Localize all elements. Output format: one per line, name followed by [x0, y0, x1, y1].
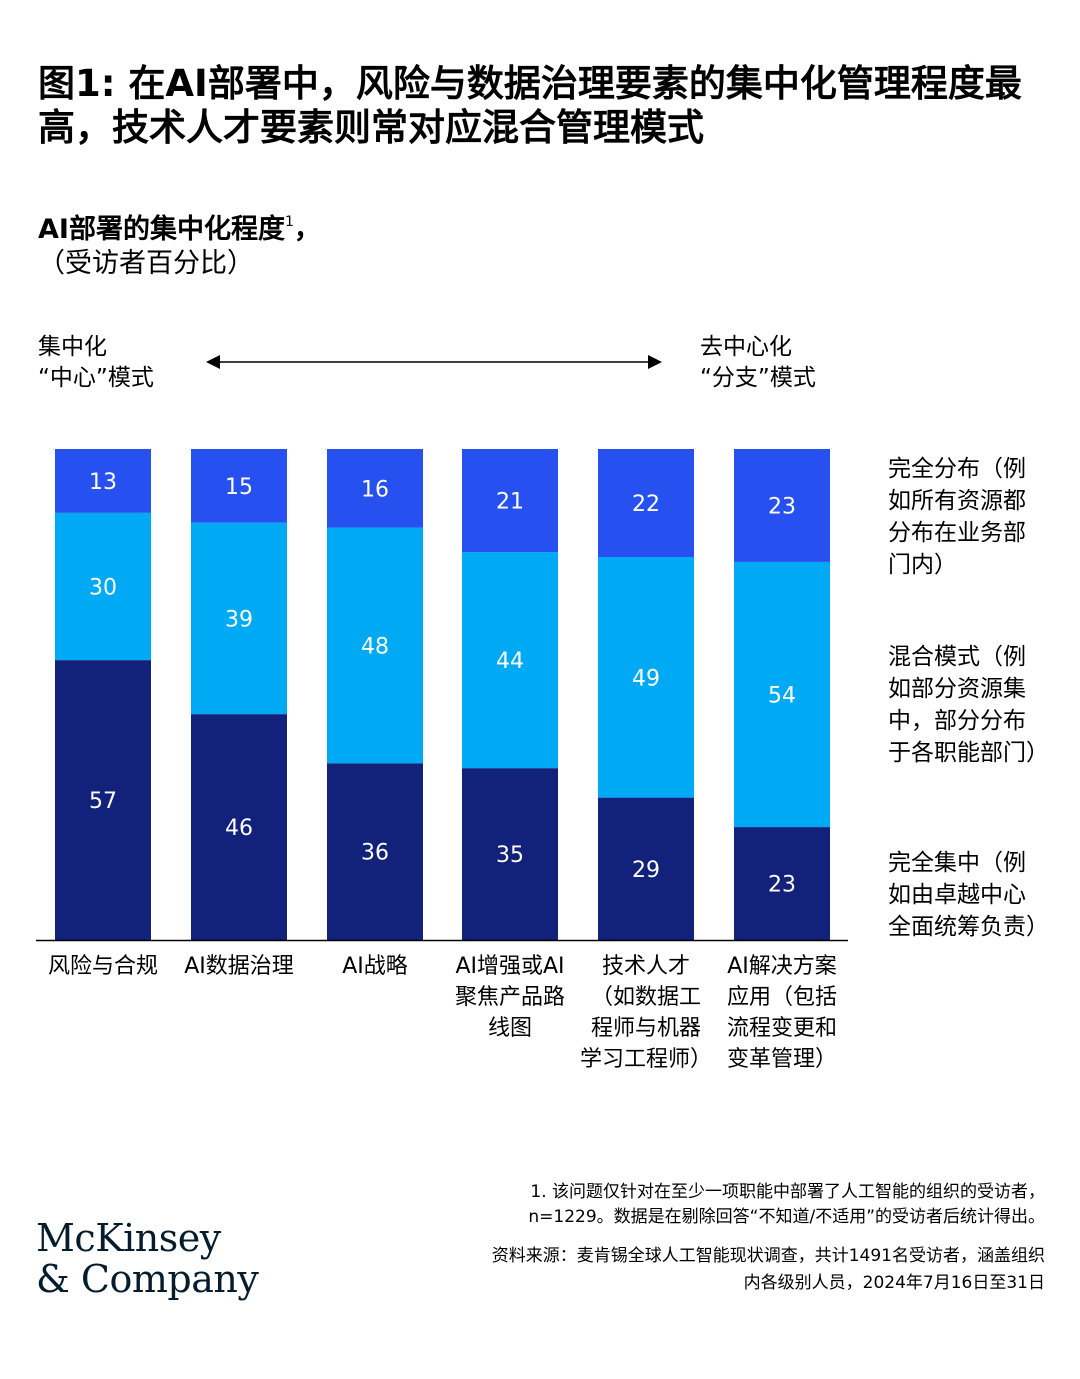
logo-line: McKinsey [36, 1216, 221, 1260]
category-label-line: 应用（包括 [726, 985, 837, 1010]
logo-line: & Company [36, 1257, 259, 1301]
scale-right-line: 去中心化 [700, 334, 792, 360]
chart-title: 图1: 在AI部署中，风险与数据治理要素的集中化管理程度最高，技术人才要素则常对… [38, 62, 1022, 149]
data-label: 15 [225, 475, 253, 500]
category-label-line: （如数据工 [590, 985, 701, 1010]
data-label: 36 [361, 841, 389, 866]
category-label-line: 变革管理） [726, 1047, 837, 1072]
data-label: 49 [632, 666, 660, 691]
source-line: 内各级别人员，2024年7月16日至31日 [743, 1273, 1045, 1293]
category-label-line: 技术人才 [601, 954, 690, 979]
subtitle-suffix: ， [293, 214, 321, 245]
scale-right-label: 去中心化 “分支”模式 [700, 332, 816, 394]
category-label-line: 学习工程师） [579, 1047, 712, 1072]
source-note: 资料来源：麦肯锡全球人工智能现状调查，共计1491名受访者，涵盖组织 内各级别人… [340, 1243, 1045, 1297]
legend-line: 全面统筹负责） [888, 914, 1049, 940]
legend-item-hybrid: 混合模式（例 如部分资源集 中，部分分布 于各职能部门） [888, 641, 1049, 769]
category-label-line: 线图 [487, 1016, 532, 1041]
data-label: 23 [768, 873, 796, 898]
scale-left-line: “中心”模式 [38, 365, 154, 391]
footnote-line: n=1229。数据是在剔除回答“不知道/不适用”的受访者后统计得出。 [528, 1207, 1045, 1227]
data-label: 57 [89, 789, 117, 814]
legend-line: 如所有资源都 [888, 488, 1026, 514]
category-label: AI战略 [303, 951, 447, 982]
data-label: 16 [361, 477, 389, 502]
bar-segment-fully-distributed [462, 449, 558, 553]
legend-line: 中，部分分布 [888, 708, 1026, 734]
bar-segment-fully-centralized [55, 660, 151, 940]
data-label: 39 [225, 607, 253, 632]
bar-segment-hybrid [734, 561, 830, 828]
source-line: 资料来源：麦肯锡全球人工智能现状调查，共计1491名受访者，涵盖组织 [491, 1246, 1045, 1266]
bar-segment-fully-distributed [598, 449, 694, 558]
double-arrow-icon [206, 355, 662, 369]
bar-segment-hybrid [598, 557, 694, 798]
category-label: AI解决方案 应用（包括流程变更和变革管理） [710, 951, 854, 1075]
bar-segment-fully-centralized [191, 714, 287, 940]
legend-line: 混合模式（例 [888, 644, 1026, 670]
data-label: 22 [632, 492, 660, 517]
category-label-line: AI数据治理 [184, 954, 294, 979]
data-label: 21 [496, 490, 524, 515]
data-label: 29 [632, 858, 660, 883]
legend-line: 如由卓越中心 [888, 882, 1026, 908]
data-label: 13 [89, 470, 117, 495]
category-label-line: AI增强或AI [455, 954, 565, 979]
bar-segment-fully-distributed [55, 449, 151, 513]
bar-segment-hybrid [462, 552, 558, 769]
subtitle-main: AI部署的集中化程度 [38, 214, 285, 245]
category-label-line: AI战略 [342, 954, 408, 979]
scale-left-label: 集中化 “中心”模式 [38, 332, 154, 394]
legend-item-fully-centralized: 完全集中（例 如由卓越中心 全面统筹负责） [888, 847, 1049, 943]
bar-segment-fully-centralized [598, 797, 694, 940]
footnote: 1. 该问题仅针对在至少一项职能中部署了人工智能的组织的受访者， n=1229。… [340, 1180, 1045, 1230]
scale-left-line: 集中化 [38, 334, 107, 360]
data-label: 30 [89, 575, 117, 600]
legend-line: 如部分资源集 [888, 676, 1026, 702]
legend-line: 分布在业务部 [888, 520, 1026, 546]
footnote-marker: 1 [284, 214, 294, 230]
subtitle-unit: （受访者百分比） [38, 248, 254, 279]
bar-segment-fully-distributed [734, 449, 830, 562]
bar-segment-fully-distributed [191, 449, 287, 523]
data-label: 54 [768, 684, 796, 709]
data-label: 46 [225, 816, 253, 841]
data-label: 23 [768, 494, 796, 519]
data-label: 44 [496, 649, 524, 674]
legend-line: 于各职能部门） [888, 740, 1049, 766]
bar-segment-hybrid [55, 512, 151, 661]
data-label: 48 [361, 634, 389, 659]
category-label-line: 风险与合规 [47, 954, 158, 979]
category-label: 风险与合规 [31, 951, 175, 982]
footnote-line: 1. 该问题仅针对在至少一项职能中部署了人工智能的组织的受访者， [530, 1182, 1045, 1202]
bar-segment-hybrid [191, 522, 287, 715]
legend-line: 门内） [888, 552, 957, 578]
category-label-line: 聚焦产品路 [454, 985, 565, 1010]
category-label-line: 程师与机器 [590, 1016, 701, 1041]
legend-line: 完全集中（例 [888, 850, 1026, 876]
category-label: 技术人才 （如数据工程师与机器学习工程师） [574, 951, 718, 1075]
chart-subtitle: AI部署的集中化程度1， （受访者百分比） [38, 205, 321, 281]
bar-segment-fully-centralized [734, 827, 830, 940]
mckinsey-logo: McKinsey & Company [36, 1216, 259, 1301]
category-label: AI数据治理 [167, 951, 311, 982]
category-label: AI增强或AI 聚焦产品路线图 [438, 951, 582, 1044]
bar-segment-fully-centralized [327, 763, 423, 940]
legend-item-fully-distributed: 完全分布（例 如所有资源都 分布在业务部 门内） [888, 453, 1026, 581]
category-label-line: 流程变更和 [726, 1016, 837, 1041]
category-label-line: AI解决方案 [727, 954, 837, 979]
scale-right-line: “分支”模式 [700, 365, 816, 391]
bar-segment-fully-centralized [462, 768, 558, 940]
legend-line: 完全分布（例 [888, 456, 1026, 482]
data-label: 35 [496, 843, 524, 868]
bar-segment-fully-distributed [327, 449, 423, 528]
bar-segment-hybrid [327, 527, 423, 764]
